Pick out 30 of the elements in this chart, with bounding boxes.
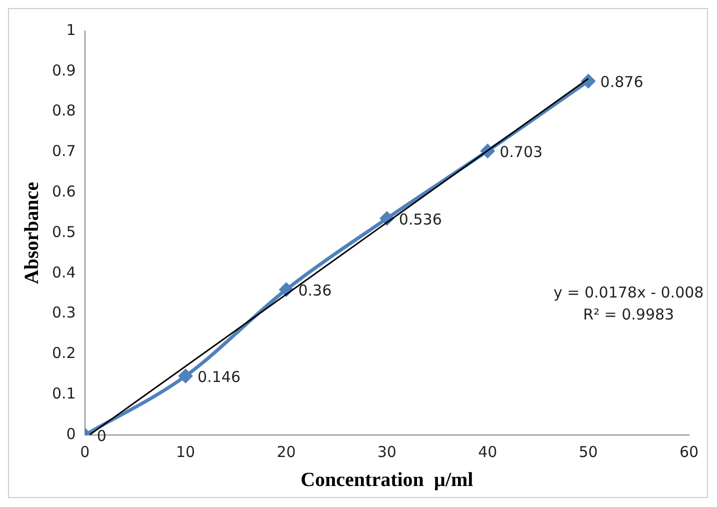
- x-tick-label: 50: [578, 442, 598, 461]
- y-tick-label: 0.3: [52, 304, 76, 322]
- data-label: 0.536: [398, 210, 442, 228]
- data-label: 0: [96, 426, 106, 445]
- y-tick-label: 0.5: [52, 222, 76, 241]
- x-tick-label: 60: [679, 442, 699, 461]
- y-tick-label: 0.1: [52, 384, 76, 402]
- x-tick-label: 10: [176, 442, 196, 461]
- x-tick-label: 40: [478, 442, 498, 461]
- annotation: y = 0.0178x - 0.008: [553, 283, 704, 302]
- y-tick-label: 0.6: [52, 182, 76, 200]
- data-label: 0.703: [500, 142, 543, 161]
- point: [279, 282, 293, 296]
- y-tick-label: 0.8: [52, 102, 76, 120]
- x-tick-label: 0: [80, 442, 90, 461]
- y-tick-label: 1: [66, 20, 76, 39]
- x-tick-label: 30: [377, 442, 396, 461]
- point: [178, 369, 192, 383]
- data-label: 0.876: [600, 72, 644, 91]
- data-label: 0.146: [198, 368, 240, 386]
- data-label: 0.36: [298, 281, 332, 300]
- x-axis-title: Concentration µ/ml: [300, 469, 474, 492]
- y-tick-label: 0: [66, 424, 76, 443]
- y-tick-label: 0.7: [52, 142, 76, 160]
- y-tick-label: 0.2: [52, 344, 76, 362]
- y-axis-title: Absorbance: [21, 182, 44, 284]
- y-tick-label: 0.9: [52, 61, 76, 80]
- x-tick-label: 20: [276, 442, 296, 461]
- annotation: R² = 0.9983: [583, 305, 674, 324]
- y-tick-label: 0.4: [52, 263, 76, 282]
